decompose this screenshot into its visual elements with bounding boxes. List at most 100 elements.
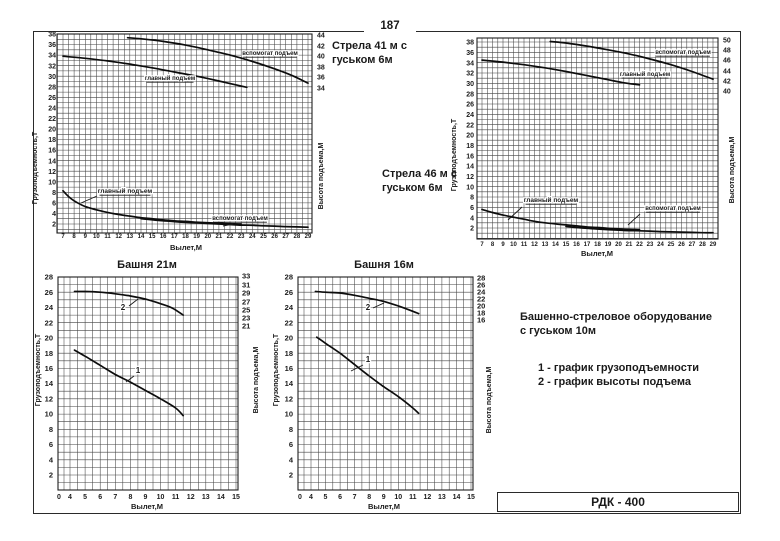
- svg-text:38: 38: [466, 40, 474, 47]
- svg-text:28: 28: [48, 84, 56, 91]
- svg-text:12: 12: [285, 394, 293, 403]
- svg-text:16: 16: [466, 153, 474, 160]
- svg-text:7: 7: [480, 242, 484, 248]
- svg-text:2: 2: [121, 303, 126, 312]
- svg-text:22: 22: [466, 122, 474, 129]
- svg-text:15: 15: [232, 494, 240, 501]
- svg-text:18: 18: [466, 143, 474, 150]
- svg-text:5: 5: [324, 494, 328, 501]
- svg-text:22: 22: [45, 318, 53, 327]
- svg-text:26: 26: [48, 95, 56, 102]
- svg-text:Башня 21м: Башня 21м: [117, 259, 177, 271]
- svg-text:29: 29: [242, 289, 250, 298]
- svg-text:26: 26: [271, 234, 278, 240]
- svg-text:14: 14: [138, 234, 145, 240]
- svg-text:Грузоподъемность,Т: Грузоподъемность,Т: [35, 333, 42, 406]
- svg-text:12: 12: [531, 242, 538, 248]
- svg-text:22: 22: [48, 116, 56, 123]
- svg-text:21: 21: [242, 322, 250, 331]
- svg-text:Вылет,М: Вылет,М: [368, 502, 400, 511]
- svg-text:12: 12: [187, 494, 195, 501]
- svg-text:вспомогат подъем: вспомогат подъем: [242, 51, 298, 57]
- legend-item-capacity: 1 - график грузоподъемности: [538, 362, 699, 374]
- svg-text:14: 14: [48, 158, 56, 165]
- svg-text:8: 8: [367, 494, 371, 501]
- svg-text:8: 8: [72, 234, 76, 240]
- chart-strela-46-guskom-6: 7 8 9 10 11 12 13 14 15 16 17 18 19 20 21 22 23 24 25 26 27 2…: [446, 30, 746, 264]
- svg-text:6: 6: [470, 205, 474, 212]
- chart-bashnya-16: 4 5 6 7 8 9 10 11 12 13 14 15 0 Вылет,М 2 4 6 8 10 12 14 16 18…: [272, 258, 504, 514]
- svg-text:16: 16: [285, 364, 293, 373]
- svg-text:34: 34: [317, 86, 325, 93]
- svg-text:20: 20: [48, 127, 56, 134]
- svg-text:17: 17: [584, 242, 591, 248]
- svg-text:30: 30: [466, 81, 474, 88]
- svg-text:26: 26: [45, 288, 53, 297]
- svg-text:главный подъем: главный подъем: [98, 187, 153, 195]
- svg-text:28: 28: [285, 273, 293, 282]
- svg-text:19: 19: [605, 242, 612, 248]
- svg-text:18: 18: [45, 349, 53, 358]
- svg-text:42: 42: [317, 44, 325, 51]
- svg-text:5: 5: [83, 494, 87, 501]
- svg-text:11: 11: [409, 494, 417, 501]
- svg-text:18: 18: [182, 234, 189, 240]
- svg-text:11: 11: [104, 234, 111, 240]
- legend-item-height: 2 - график высоты подъема: [538, 375, 691, 388]
- svg-text:13: 13: [542, 242, 549, 248]
- svg-text:Вылет,М: Вылет,М: [131, 502, 163, 511]
- svg-text:24: 24: [477, 288, 486, 297]
- svg-text:27: 27: [242, 298, 250, 307]
- svg-text:14: 14: [453, 494, 461, 501]
- svg-text:10: 10: [93, 234, 100, 240]
- svg-text:14: 14: [217, 494, 225, 501]
- svg-text:20: 20: [45, 334, 53, 343]
- svg-text:12: 12: [115, 234, 122, 240]
- svg-text:34: 34: [48, 53, 56, 60]
- svg-text:14: 14: [45, 379, 54, 388]
- svg-text:Высота подъема,М: Высота подъема,М: [486, 366, 493, 433]
- svg-text:25: 25: [242, 306, 250, 315]
- svg-text:2: 2: [289, 471, 293, 480]
- equipment-caption-line1: Башенно-стреловое оборудование: [520, 311, 713, 323]
- chart-bashnya-21: 4 5 6 7 8 9 10 11 12 13 14 15 0 Вылет,М 2 4 6 8 10 12 14 16 18…: [30, 258, 274, 514]
- svg-text:28: 28: [477, 274, 485, 283]
- svg-text:16: 16: [160, 234, 167, 240]
- svg-text:26: 26: [466, 102, 474, 109]
- svg-text:12: 12: [48, 169, 56, 176]
- svg-text:40: 40: [723, 89, 731, 96]
- svg-text:20: 20: [615, 242, 622, 248]
- svg-text:34: 34: [466, 60, 474, 67]
- chart-strela-41-guskom-6: 7 8 9 10 11 12 13 14 15 16 17 18 19 20 21 22 23 24 25 26 27 2…: [30, 28, 336, 260]
- svg-text:вспомогат подъем: вспомогат подъем: [655, 50, 711, 56]
- svg-text:23: 23: [242, 314, 250, 323]
- svg-text:16: 16: [48, 148, 56, 155]
- svg-text:44: 44: [317, 33, 325, 40]
- svg-text:9: 9: [144, 494, 148, 501]
- svg-text:4: 4: [289, 455, 294, 464]
- svg-text:18: 18: [48, 137, 56, 144]
- svg-text:16: 16: [477, 316, 485, 325]
- svg-text:9: 9: [501, 242, 505, 248]
- svg-text:32: 32: [48, 63, 56, 70]
- svg-text:12: 12: [424, 494, 432, 501]
- svg-text:19: 19: [193, 234, 200, 240]
- svg-text:29: 29: [305, 234, 312, 240]
- svg-text:13: 13: [126, 234, 133, 240]
- svg-text:25: 25: [260, 234, 267, 240]
- svg-text:8: 8: [128, 494, 132, 501]
- svg-text:38: 38: [48, 32, 56, 39]
- svg-text:главный подъем: главный подъем: [524, 196, 579, 204]
- svg-text:Высота подъема,М: Высота подъема,М: [729, 136, 736, 203]
- svg-text:14: 14: [552, 242, 559, 248]
- svg-text:10: 10: [394, 494, 402, 501]
- svg-text:38: 38: [317, 65, 325, 72]
- svg-text:26: 26: [477, 281, 485, 290]
- svg-text:48: 48: [723, 48, 731, 55]
- svg-text:6: 6: [338, 494, 342, 501]
- svg-text:30: 30: [48, 74, 56, 81]
- svg-text:27: 27: [689, 242, 696, 248]
- svg-text:26: 26: [285, 288, 293, 297]
- svg-text:Вылет,М: Вылет,М: [170, 243, 202, 252]
